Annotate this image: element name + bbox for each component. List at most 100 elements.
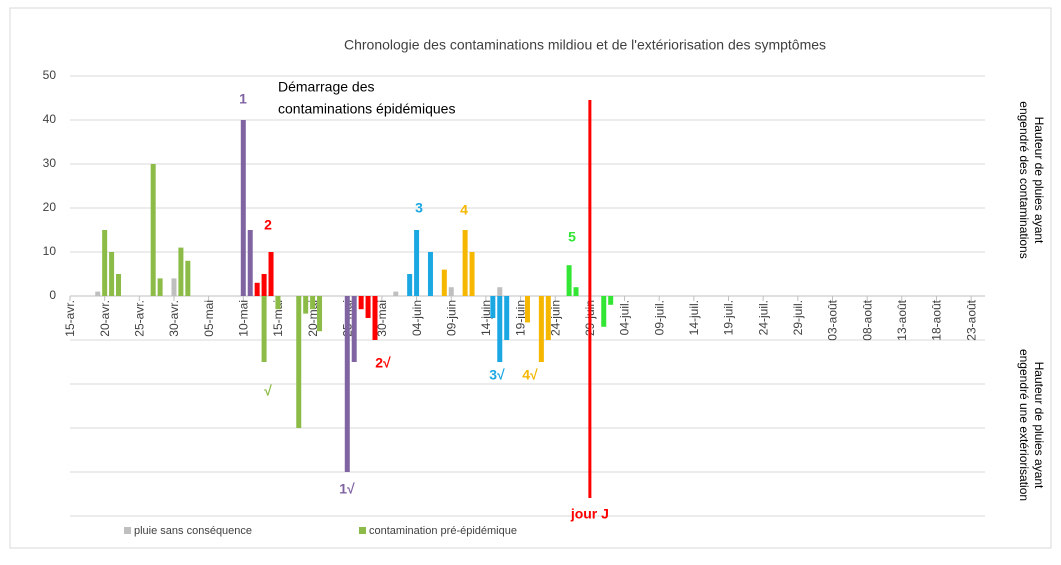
legend-label: pluie sans conséquence [134,525,252,537]
x-tick-label: 19-juin [514,300,528,336]
bar [95,291,101,296]
bar [240,120,246,296]
x-tick-label: 18-août [930,299,944,340]
x-tick-group: 29-juil. [791,300,805,335]
x-tick-group: 05-mai [202,300,216,337]
annotation: contaminations épidémiques [278,101,455,117]
x-tick-group: 14-juil. [687,300,701,335]
series-label: 4 [460,202,468,218]
bar [185,260,191,296]
x-tick-label: 24-juil. [756,300,770,335]
series-label: 5 [568,229,576,245]
x-tick-group: 15-avr. [63,300,77,337]
x-tick-label: 24-juin [548,300,562,336]
annotation: Démarrage des [278,79,375,95]
series-label: 3√ [489,367,505,383]
x-tick-group: 04-juin [410,300,424,336]
bar [157,278,163,296]
x-tick-group: 04-juil. [618,300,632,335]
x-tick-group: 25-avr. [132,300,146,337]
y-axis-label: engendré des contaminations [1017,101,1031,258]
x-tick-label: 14-juin [479,300,493,336]
series-label: 1√ [339,481,355,497]
x-tick-group: 03-août [826,299,840,340]
x-tick-group: 19-juin [514,300,528,336]
bar [427,252,433,296]
x-tick-group: 08-août [860,299,874,340]
x-tick-label: 04-juil. [618,300,632,335]
x-tick-label: 20-avr. [98,300,112,337]
bar [303,296,309,314]
bar [275,296,281,310]
x-tick-group: 13-août [895,299,909,340]
x-tick-label: 25-avr. [132,300,146,337]
bar [116,274,122,296]
legend-label: contamination pré-épidémique [369,525,517,537]
x-tick-group: 30-mai [375,300,389,337]
bar [462,230,468,296]
x-tick-label: 15-mai [271,300,285,337]
x-tick-group: 15-mai [271,300,285,337]
marker-label: jour J [570,506,609,522]
x-tick-group: 20-avr. [98,300,112,337]
bar [372,296,378,340]
y-axis-label: engendré une extériorisation [1017,349,1031,501]
y-tick-label: 10 [43,244,57,258]
bar [469,252,475,296]
y-tick-label: 0 [49,288,56,302]
bar [261,296,267,362]
x-tick-label: 04-juin [410,300,424,336]
x-tick-label: 09-juin [444,300,458,336]
x-tick-group: 14-juin [479,300,493,336]
x-tick-label: 09-juil. [652,300,666,335]
y-tick-label: 30 [43,156,57,170]
x-tick-label: 03-août [826,299,840,340]
series-label: 2√ [375,355,391,371]
bar [414,230,420,296]
bar [109,252,115,296]
x-tick-label: 30-avr. [167,300,181,337]
x-tick-label: 08-août [860,299,874,340]
bar [497,287,503,296]
bar [497,296,503,362]
bar [573,287,579,296]
y-axis-label: Hauteur de pluies ayant [1032,117,1046,244]
x-tick-label: 05-mai [202,300,216,337]
chart-border [9,7,1052,549]
bar [407,274,413,296]
bar [268,252,274,296]
bar [178,247,184,296]
series-label: √ [264,383,272,399]
bar [608,296,614,305]
bar [490,296,496,318]
bar [538,296,544,362]
bar [448,287,454,296]
x-tick-group: 19-juil. [722,300,736,335]
bar [601,296,607,327]
bar [393,291,399,296]
bar [358,296,364,310]
bar [504,296,510,340]
bar [150,164,156,296]
bar [545,296,551,340]
series-label: 1 [239,91,247,107]
x-tick-group: 24-juil. [756,300,770,335]
bar [317,296,323,332]
x-tick-label: 14-juil. [687,300,701,335]
bar [261,274,267,296]
y-tick-label: 40 [43,112,57,126]
y-axis-label: Hauteur de pluies ayant [1032,362,1046,489]
x-tick-label: 29-juil. [791,300,805,335]
x-tick-group: 30-avr. [167,300,181,337]
legend-swatch [124,527,131,534]
x-tick-label: 19-juil. [722,300,736,335]
x-tick-group: 20-mai [306,300,320,337]
series-label: 4√ [522,367,538,383]
y-tick-label: 50 [43,68,57,82]
series-label: 2 [264,217,272,233]
x-tick-label: 15-avr. [63,300,77,337]
bar [525,296,530,323]
x-tick-group: 09-juil. [652,300,666,335]
